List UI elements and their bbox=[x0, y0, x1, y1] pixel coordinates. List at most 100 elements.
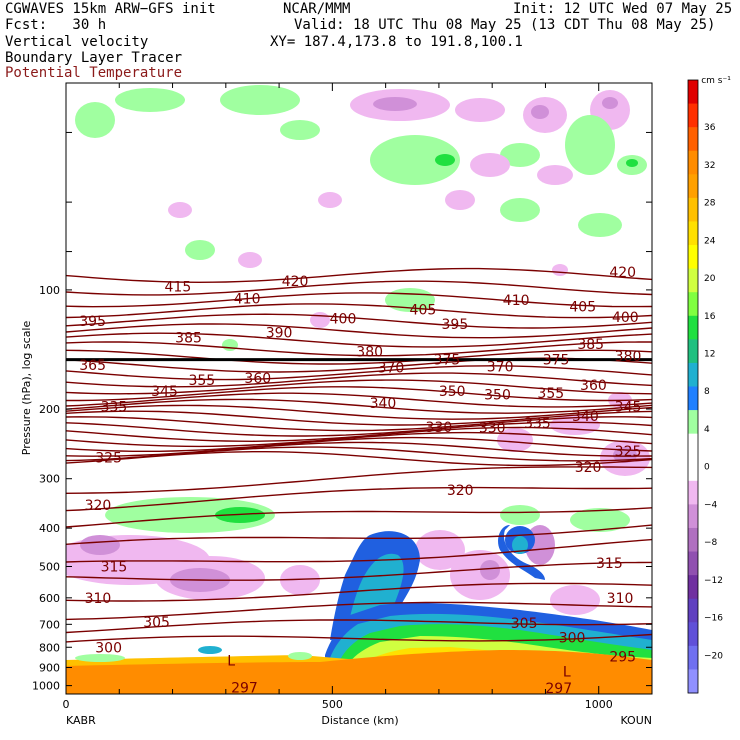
colorbar-tick-label: 32 bbox=[704, 161, 715, 171]
theta-label: 320 bbox=[85, 498, 112, 514]
y-tick-label: 600 bbox=[39, 592, 60, 605]
colorbar-swatch bbox=[688, 221, 698, 246]
theta-contour bbox=[66, 601, 652, 621]
right-station-label: KOUN bbox=[620, 714, 652, 727]
theta-contour bbox=[66, 451, 652, 467]
colorbar-swatch bbox=[688, 504, 698, 529]
theta-contour bbox=[66, 386, 652, 402]
theta-label: 410 bbox=[234, 291, 261, 307]
theta-contour bbox=[66, 292, 652, 308]
y-tick-label: 200 bbox=[39, 403, 60, 416]
colorbar-swatch bbox=[688, 150, 698, 175]
colorbar-tick-label: 24 bbox=[704, 236, 716, 246]
colorbar-swatch bbox=[688, 245, 698, 270]
theta-label: 395 bbox=[79, 314, 106, 330]
theta-contour bbox=[66, 507, 652, 528]
theta-label: 295 bbox=[609, 650, 636, 666]
colorbar-swatch bbox=[688, 433, 698, 458]
theta-label: 370 bbox=[378, 360, 405, 376]
theta-contour bbox=[66, 416, 652, 432]
colorbar-tick-label: −12 bbox=[704, 576, 723, 586]
colorbar-tick-label: 0 bbox=[704, 463, 710, 473]
plot-frame bbox=[65, 82, 653, 695]
x-tick-label: 500 bbox=[322, 698, 343, 711]
theta-contour bbox=[66, 410, 652, 426]
theta-contour bbox=[66, 582, 652, 602]
theta-contour bbox=[66, 313, 652, 329]
theta-label: 410 bbox=[503, 293, 530, 309]
colorbar-tick-label: −16 bbox=[704, 614, 723, 624]
colorbar-swatch bbox=[688, 527, 698, 553]
theta-contour bbox=[66, 323, 652, 339]
x-tick-label: 0 bbox=[63, 698, 70, 711]
forecast-hour: Fcst: 30 h bbox=[5, 17, 107, 33]
y-tick-label: 100 bbox=[39, 284, 60, 297]
colorbar-tick-label: −20 bbox=[704, 651, 723, 661]
colorbar-swatch bbox=[688, 197, 698, 222]
left-station-label: KABR bbox=[66, 714, 96, 727]
theta-label: 340 bbox=[572, 409, 599, 425]
theta-contour bbox=[66, 486, 652, 512]
colorbar-swatch bbox=[688, 645, 698, 670]
theta-label: 395 bbox=[442, 317, 469, 333]
theta-contour bbox=[66, 561, 652, 581]
theta-contour bbox=[66, 379, 652, 395]
theta-label: 405 bbox=[410, 302, 437, 318]
theta-label: 400 bbox=[330, 311, 357, 327]
y-tick-label: 900 bbox=[39, 662, 60, 675]
colorbar-swatch bbox=[688, 315, 698, 340]
theta-label: 340 bbox=[370, 396, 397, 412]
colorbar-swatch bbox=[688, 669, 698, 694]
theta-label: 405 bbox=[569, 299, 596, 315]
theta-contour bbox=[66, 421, 652, 437]
theta-contour bbox=[66, 332, 652, 348]
theta-contour bbox=[66, 365, 652, 381]
theta-label: 380 bbox=[615, 349, 642, 365]
theta-label: 297 bbox=[545, 681, 572, 697]
theta-contour bbox=[66, 398, 652, 414]
y-tick-label: 300 bbox=[39, 473, 60, 486]
colorbar-swatch bbox=[688, 127, 698, 152]
colorbar-swatch bbox=[688, 362, 698, 387]
field-potential-temperature: Potential Temperature bbox=[5, 65, 183, 81]
colorbar-tick-label: 36 bbox=[704, 123, 716, 133]
x-tick-label: 1000 bbox=[585, 698, 613, 711]
theta-label: 320 bbox=[575, 460, 602, 476]
colorbar-swatch bbox=[688, 598, 698, 623]
theta-contour bbox=[66, 404, 652, 420]
y-axis-label: Pressure (hPa), log scale bbox=[20, 321, 33, 456]
colorbar-swatch bbox=[688, 457, 698, 482]
theta-label: L bbox=[563, 664, 571, 680]
y-tick-label: 500 bbox=[39, 560, 60, 573]
theta-label: 415 bbox=[165, 279, 192, 295]
theta-label: 335 bbox=[101, 399, 128, 415]
theta-label: 375 bbox=[434, 353, 461, 369]
colorbar-swatch bbox=[688, 410, 698, 435]
theta-contour bbox=[66, 372, 652, 388]
theta-contour bbox=[66, 436, 652, 452]
colorbar-swatch bbox=[688, 292, 698, 317]
theta-label: 315 bbox=[101, 559, 128, 575]
model-title: CGWAVES 15km ARW−GFS init bbox=[5, 1, 216, 17]
colorbar-swatch bbox=[688, 386, 698, 411]
theta-label: 420 bbox=[282, 274, 309, 290]
colorbar-tick-label: −4 bbox=[704, 500, 718, 510]
upper-level-patches bbox=[75, 85, 647, 351]
theta-label: 355 bbox=[188, 373, 215, 389]
theta-label: 345 bbox=[615, 399, 642, 415]
theta-label: 297 bbox=[231, 680, 258, 696]
colorbar-tick-label: 28 bbox=[704, 199, 716, 209]
theta-label: 385 bbox=[175, 331, 202, 347]
theta-contour bbox=[66, 280, 652, 296]
init-time: Init: 12 UTC Wed 07 May 25 bbox=[513, 1, 733, 17]
colorbar-swatch bbox=[688, 480, 698, 505]
theta-contour bbox=[66, 524, 652, 545]
x-axis: 0 500 1000 bbox=[63, 83, 653, 711]
potential-temperature-contours bbox=[66, 267, 652, 643]
colorbar-swatch bbox=[688, 174, 698, 199]
colorbar-swatch bbox=[688, 268, 698, 293]
colorbar-swatch bbox=[688, 551, 698, 576]
colorbar-tick-label: 8 bbox=[704, 387, 710, 397]
theta-label: 380 bbox=[356, 344, 383, 360]
